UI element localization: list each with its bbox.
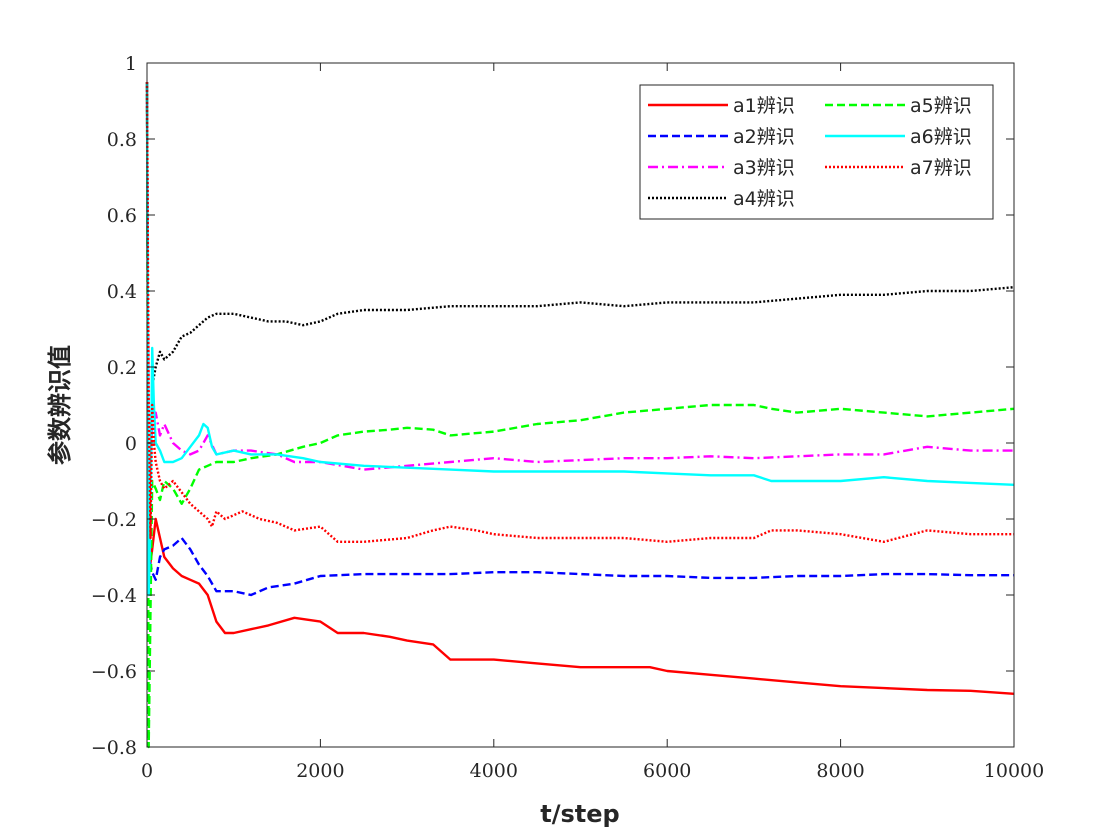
x-tick-label: 4000 [470, 760, 518, 782]
x-tick-label: 2000 [296, 760, 344, 782]
legend: a1辨识 a2辨识 a3辨识 a4辨识 a5辨识 a6辨识 a7辨识 [639, 84, 994, 220]
series-line-a4 [145, 81, 1015, 521]
legend-label-a6: a6辨识 [910, 126, 972, 148]
legend-label-a5: a5辨识 [910, 95, 972, 117]
y-tick-label: −0.2 [91, 509, 137, 531]
y-axis-label: 参数辨识值 [46, 345, 74, 465]
series-line-a2 [145, 81, 1014, 597]
legend-box [639, 84, 994, 220]
y-tick-label: 0.6 [107, 205, 137, 227]
x-tick-label: 8000 [816, 760, 864, 782]
legend-label-a1: a1辨识 [733, 95, 795, 117]
legend-label-a2: a2辨识 [733, 126, 795, 148]
y-tick-label: −0.6 [91, 661, 137, 683]
y-tick-label: 0.4 [107, 281, 137, 303]
y-tick-label: −0.8 [91, 737, 137, 759]
x-tick-label: 6000 [643, 760, 691, 782]
x-tick-label: 10000 [984, 760, 1044, 782]
x-tick-label: 0 [141, 760, 153, 782]
series-line-a6 [145, 81, 1015, 597]
legend-label-a7: a7辨识 [910, 157, 972, 179]
series-line-a7 [145, 81, 1014, 543]
y-tick-label: 0.2 [107, 357, 137, 379]
y-tick-label: 0.8 [107, 129, 137, 151]
y-tick-label: 1 [125, 53, 137, 75]
y-tick-label: −0.4 [91, 585, 137, 607]
series-layer [145, 81, 1015, 749]
legend-label-a4: a4辨识 [733, 188, 795, 210]
series-line-a1 [145, 81, 1015, 695]
legend-label-a3: a3辨识 [733, 157, 795, 179]
plot-frame [146, 62, 1015, 748]
y-tick-label: 0 [125, 433, 137, 455]
tick-layer: 0 2000 4000 6000 8000 10000 −0.8 −0.6 −0.4 −0.2 0 0… [91, 53, 1044, 782]
x-axis-label: t/step [540, 800, 619, 828]
